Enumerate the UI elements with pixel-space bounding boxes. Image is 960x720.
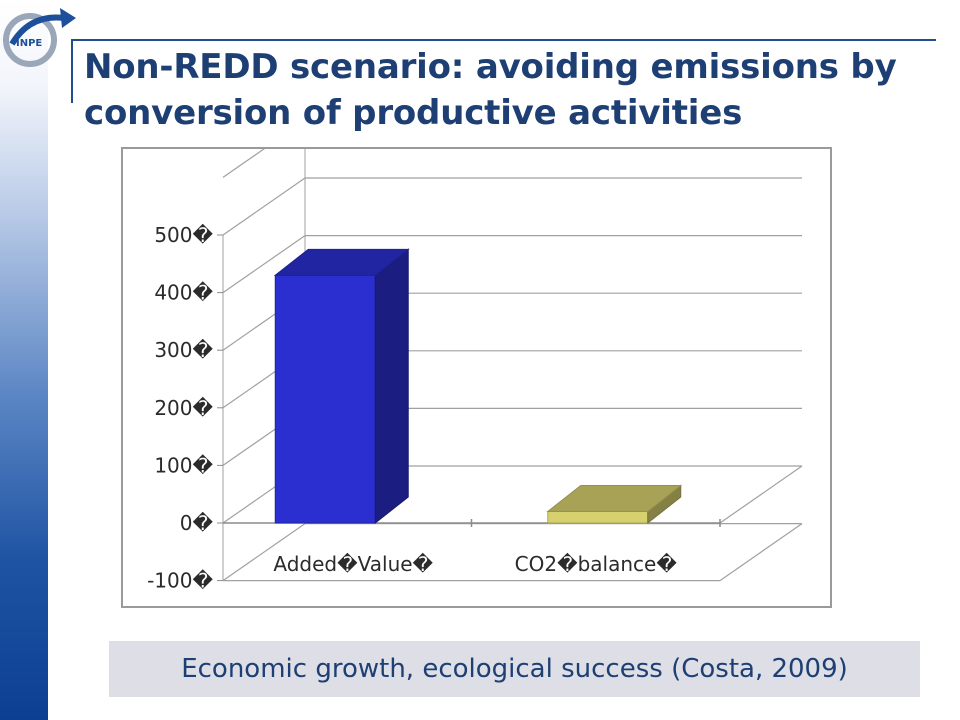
y-tick-label: 200� (154, 396, 213, 420)
x-tick-label: Added�Value� (273, 552, 433, 576)
y-tick-label: -100� (147, 569, 213, 593)
gridline-side (222, 523, 306, 582)
bar-front (547, 510, 649, 524)
logo-text: INPE (16, 38, 42, 49)
y-tick-label: 400� (154, 281, 213, 305)
y-tick-label: 300� (154, 338, 213, 362)
slide-title-line-2: conversion of productive activities (84, 93, 743, 133)
floor-right-edge (719, 523, 803, 582)
slide-title: Non-REDD scenario: avoiding emissions by… (84, 44, 944, 136)
left-gradient-band (0, 0, 48, 720)
caption-box: Economic growth, ecological success (Cos… (109, 641, 920, 697)
floor-edge (719, 465, 803, 524)
y-tick-label: 0� (180, 511, 214, 535)
bar-top (273, 248, 410, 276)
bar-chart: -100� 0� 100� 200� 300� 400� 500� Added�Value� C… (147, 149, 803, 593)
gridline-side (222, 235, 306, 294)
bar-front (274, 274, 376, 524)
slide-title-line-1: Non-REDD scenario: avoiding emissions by (84, 47, 897, 87)
bar-side (374, 248, 409, 525)
gridline-side (222, 149, 265, 178)
bar-top (546, 484, 683, 512)
chart-frame: -100� 0� 100� 200� 300� 400� 500� Added�Value� C… (121, 147, 832, 608)
gridline-side (222, 177, 306, 236)
x-tick-label: CO2�balance� (515, 552, 678, 576)
caption-text: Economic growth, ecological success (Cos… (181, 654, 848, 684)
y-tick-label: 500� (154, 223, 213, 247)
header-rule-vertical (71, 39, 73, 103)
header-rule (72, 39, 936, 41)
inpe-logo: INPE (3, 8, 76, 67)
y-tick-label: 100� (154, 453, 213, 477)
